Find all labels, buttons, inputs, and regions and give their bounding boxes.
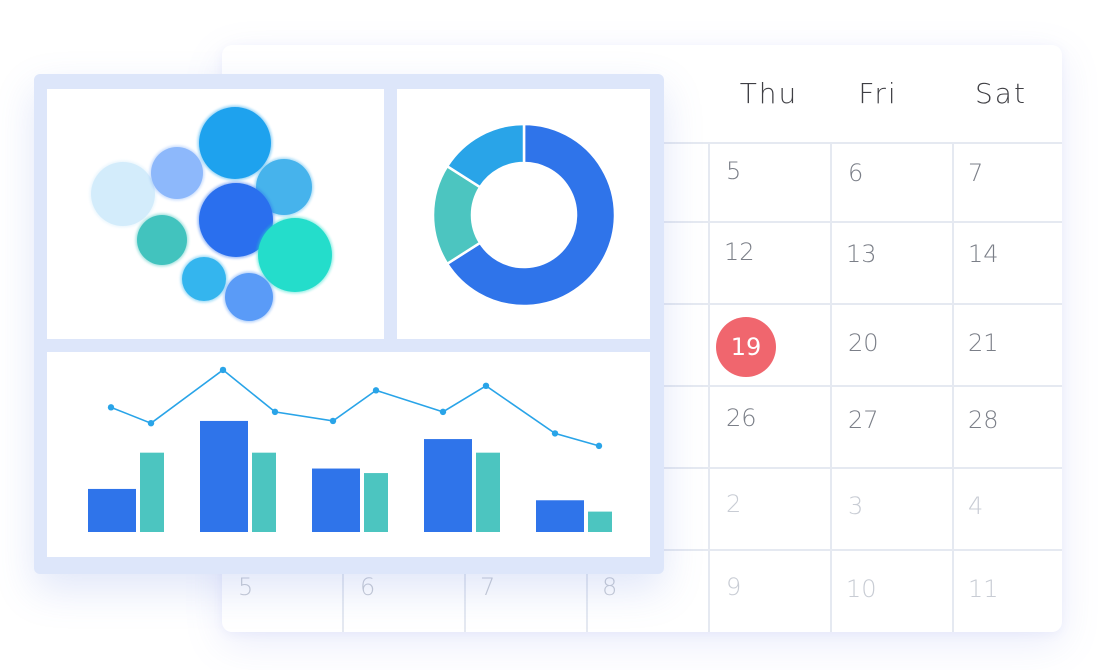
bubble[interactable]: [258, 218, 332, 292]
grid-line: [830, 143, 832, 632]
grid-line: [952, 143, 954, 632]
bar-primary[interactable]: [88, 488, 136, 532]
line-point[interactable]: [219, 366, 227, 374]
day-cell[interactable]: 7: [480, 573, 496, 601]
line-point[interactable]: [107, 404, 115, 411]
bubble[interactable]: [182, 257, 226, 301]
donut-chart-tile: [397, 89, 650, 339]
day-cell[interactable]: 3: [848, 492, 864, 520]
combo-chart-tile: [47, 352, 650, 557]
bar-primary[interactable]: [312, 468, 360, 532]
day-cell[interactable]: 5: [726, 157, 742, 185]
bubble-chart-tile: [47, 89, 384, 339]
line-point[interactable]: [271, 408, 279, 416]
bubble-chart: [89, 105, 334, 323]
weekday-fri: Fri: [858, 77, 898, 110]
bar-primary[interactable]: [200, 420, 248, 532]
line-point[interactable]: [595, 442, 603, 450]
line-series: [110, 368, 600, 447]
line-point[interactable]: [482, 382, 490, 389]
bar-secondary[interactable]: [140, 452, 164, 532]
day-cell[interactable]: 20: [848, 329, 879, 357]
donut-chart: [431, 122, 617, 308]
day-cell[interactable]: 6: [360, 573, 376, 601]
line-point[interactable]: [551, 430, 559, 437]
bar-secondary[interactable]: [476, 452, 500, 532]
combo-chart: [88, 366, 612, 532]
bubble[interactable]: [225, 273, 273, 321]
line-point[interactable]: [329, 417, 337, 425]
day-cell[interactable]: 10: [846, 575, 877, 603]
line-point[interactable]: [372, 387, 380, 394]
day-cell[interactable]: 21: [968, 329, 999, 357]
bubble[interactable]: [199, 183, 273, 257]
day-cell[interactable]: 8: [602, 573, 618, 601]
line-point[interactable]: [147, 420, 155, 427]
bar-secondary[interactable]: [364, 473, 388, 532]
weekday-thu: Thu: [739, 77, 799, 110]
donut-slice[interactable]: [445, 122, 526, 189]
weekday-sat: Sat: [975, 77, 1027, 110]
day-cell[interactable]: 4: [968, 492, 984, 520]
bubble[interactable]: [137, 215, 187, 265]
donut-slice[interactable]: [445, 122, 617, 308]
day-cell[interactable]: 12: [724, 238, 755, 266]
day-cell[interactable]: 13: [846, 240, 877, 268]
today-marker[interactable]: 19: [716, 317, 776, 377]
day-cell[interactable]: 11: [968, 575, 999, 603]
day-cell[interactable]: 26: [726, 404, 757, 432]
dashboard-panel: [34, 74, 664, 574]
day-cell[interactable]: 2: [726, 490, 742, 518]
line-point[interactable]: [439, 408, 447, 416]
grid-line: [708, 143, 710, 632]
day-cell[interactable]: 9: [726, 573, 742, 601]
day-cell[interactable]: 7: [968, 159, 984, 187]
bar-secondary[interactable]: [252, 452, 276, 532]
bar-primary[interactable]: [424, 439, 472, 532]
day-cell[interactable]: 6: [848, 159, 864, 187]
bubble[interactable]: [199, 107, 271, 179]
bar-secondary[interactable]: [588, 511, 612, 532]
bubble[interactable]: [151, 147, 203, 199]
bubble[interactable]: [256, 159, 312, 215]
day-cell[interactable]: 28: [968, 406, 999, 434]
bar-primary[interactable]: [536, 500, 584, 532]
day-cell[interactable]: 27: [848, 406, 879, 434]
day-cell[interactable]: 5: [238, 573, 254, 601]
day-cell[interactable]: 14: [968, 240, 999, 268]
bubble[interactable]: [91, 162, 155, 226]
